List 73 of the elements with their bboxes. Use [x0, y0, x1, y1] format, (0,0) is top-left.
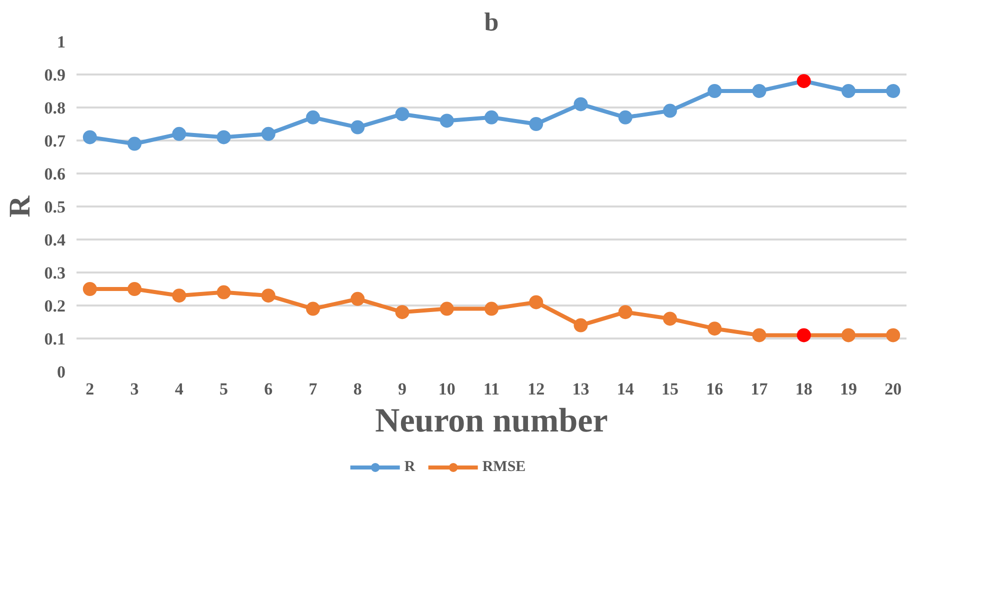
- point: [440, 114, 454, 128]
- point: [216, 130, 231, 144]
- x-tick-label: 2: [86, 380, 94, 398]
- x-tick-label: 8: [353, 380, 362, 398]
- x-tick-label: 7: [308, 380, 318, 398]
- point: [618, 110, 632, 124]
- x-tick-label: 9: [398, 380, 407, 398]
- point: [172, 126, 186, 141]
- point: [529, 295, 544, 310]
- point: [662, 104, 677, 118]
- point: [841, 84, 856, 98]
- y-axis-title: R: [3, 195, 36, 218]
- point: [82, 130, 97, 144]
- x-tick-label: 18: [795, 380, 812, 398]
- x-tick-label: 5: [220, 380, 228, 398]
- y-tick-label: 0.7: [44, 132, 66, 150]
- x-tick-label: 15: [661, 380, 678, 398]
- point: [796, 74, 811, 88]
- legend-label: RMSE: [482, 458, 526, 476]
- chart-title: b: [484, 8, 499, 36]
- y-tick-label: 0.9: [44, 66, 66, 84]
- point: [708, 322, 722, 336]
- y-tick-label: 0.5: [44, 198, 66, 216]
- point: [574, 318, 588, 332]
- x-tick-label: 13: [572, 380, 590, 398]
- y-tick-label: 0.1: [44, 330, 66, 348]
- point: [261, 288, 276, 303]
- point: [529, 117, 544, 131]
- point: [484, 302, 498, 316]
- y-tick-label: 0.8: [44, 98, 66, 118]
- y-tick-label: 0.3: [44, 264, 66, 282]
- y-tick-label: 0.6: [44, 164, 66, 184]
- y-tick-label: 0.2: [44, 296, 66, 316]
- point: [172, 288, 186, 303]
- x-tick-label: 14: [616, 380, 634, 398]
- x-tick-label: 12: [528, 380, 545, 398]
- point: [128, 136, 142, 151]
- point: [216, 285, 231, 300]
- point: [350, 120, 365, 134]
- x-tick-label: 17: [750, 380, 768, 398]
- point: [440, 302, 454, 316]
- point: [618, 305, 632, 320]
- legend-label: R: [404, 458, 416, 476]
- x-tick-label: 6: [264, 380, 273, 398]
- point: [395, 107, 410, 122]
- point: [261, 126, 276, 141]
- point: [886, 84, 900, 98]
- point: [752, 84, 766, 98]
- point: [752, 328, 766, 342]
- point: [350, 292, 365, 306]
- point: [708, 84, 722, 98]
- point: [484, 110, 498, 124]
- x-tick-label: 10: [438, 380, 456, 398]
- point: [306, 302, 320, 316]
- y-tick-label: 0: [57, 362, 66, 382]
- point: [395, 305, 410, 320]
- y-tick-label: 1: [57, 32, 66, 52]
- point: [662, 312, 677, 326]
- point: [886, 328, 900, 342]
- point: [128, 282, 142, 296]
- x-axis-title: Neuron number: [375, 402, 608, 440]
- point: [574, 97, 588, 112]
- x-tick-label: 19: [840, 380, 857, 398]
- x-tick-label: 4: [174, 380, 184, 398]
- x-tick-label: 3: [130, 380, 139, 398]
- x-tick-label: 16: [706, 380, 724, 398]
- point: [796, 328, 811, 342]
- point: [82, 282, 97, 296]
- point: [841, 328, 856, 342]
- y-tick-label: 0.4: [44, 230, 66, 250]
- x-tick-label: 11: [483, 380, 500, 398]
- x-tick-label: 20: [884, 380, 902, 398]
- point: [306, 110, 320, 124]
